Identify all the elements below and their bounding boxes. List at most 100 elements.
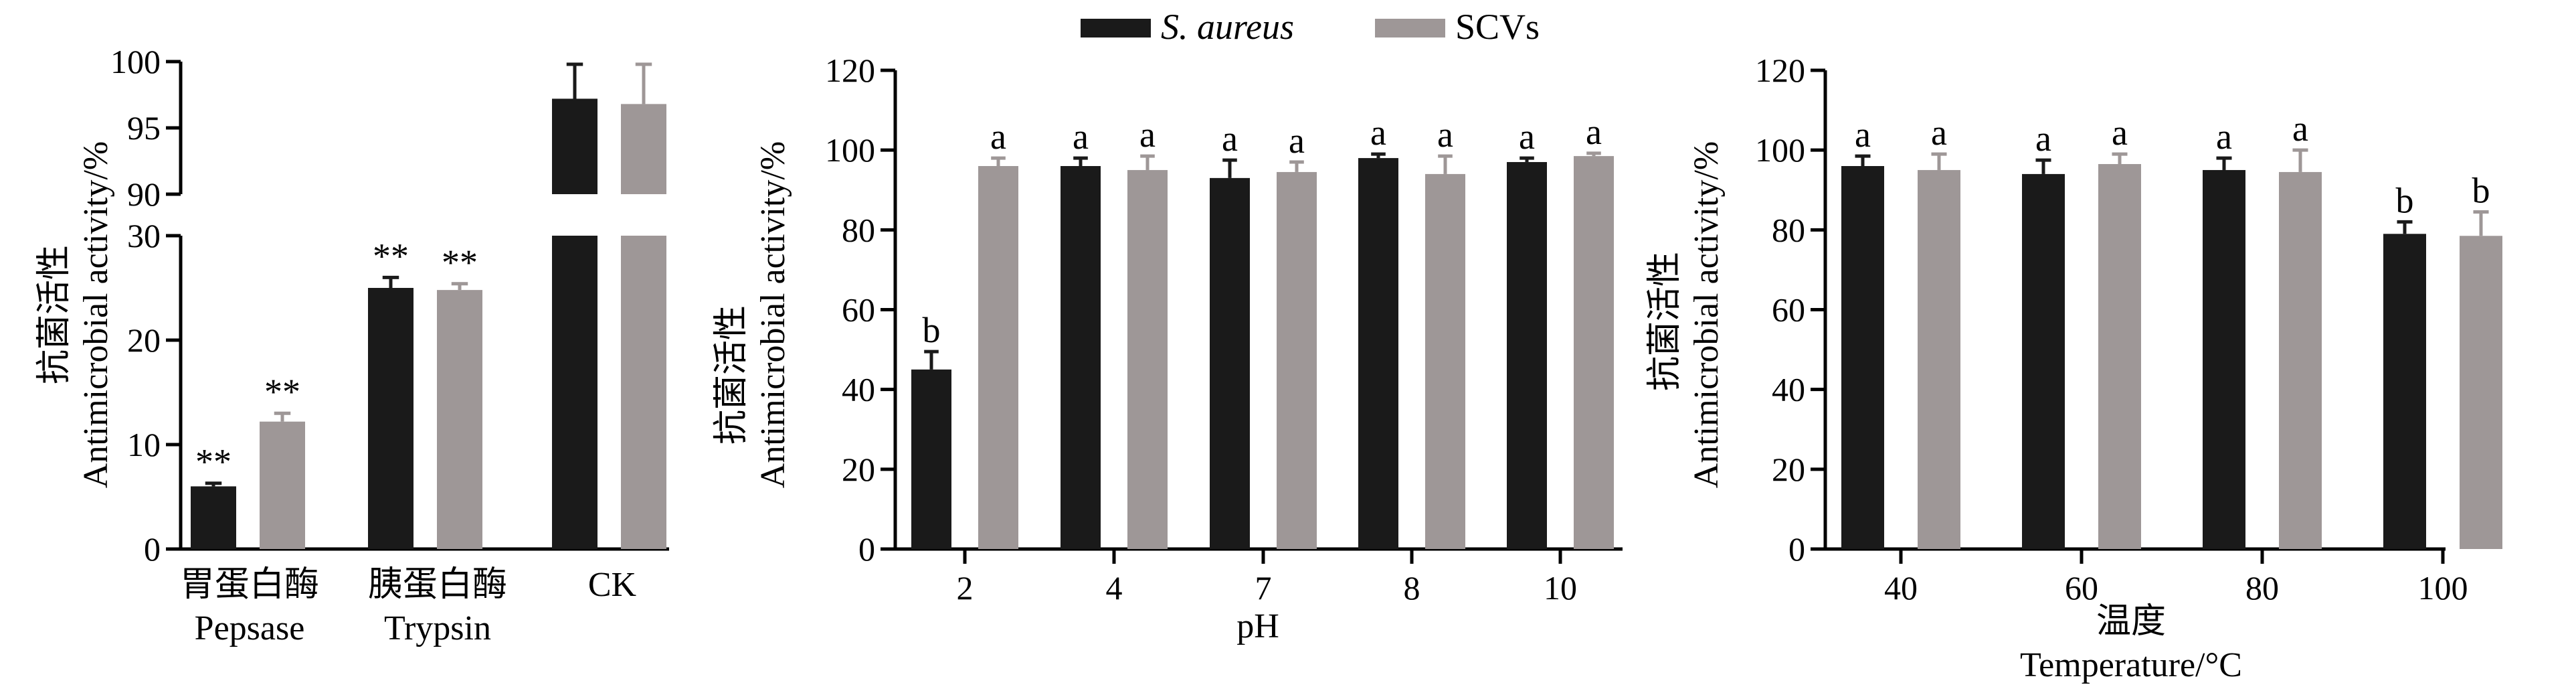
bar xyxy=(1277,171,1317,549)
bar xyxy=(1507,162,1547,549)
bar-group: a xyxy=(1358,112,1398,550)
bar-group: a xyxy=(2098,112,2141,550)
y-tick-label: 40 xyxy=(1772,371,1805,408)
y-tick-label: 0 xyxy=(144,530,161,568)
bar-group xyxy=(552,62,597,549)
y-tick-label: 20 xyxy=(127,321,161,359)
bar xyxy=(911,369,951,549)
y-tick-label: 0 xyxy=(1788,530,1805,568)
y-axis-label-en: Antimicrobial activity/% xyxy=(754,141,792,488)
y-axis-label-en: Antimicrobial activity/% xyxy=(1687,141,1726,488)
y-tick-label: 30 xyxy=(127,217,161,254)
bar-group xyxy=(621,62,666,549)
y-axis-label-cn: 抗菌活性 xyxy=(35,245,74,384)
x-tick-label: 8 xyxy=(1404,569,1420,607)
bar-group: b xyxy=(2383,180,2426,549)
significance-label: b xyxy=(2472,171,2490,211)
x-tick-label: 100 xyxy=(2418,569,2468,607)
bar-group: a xyxy=(1425,114,1465,550)
bar xyxy=(368,288,413,549)
bar xyxy=(1918,169,1960,550)
significance-label: a xyxy=(1289,121,1305,161)
bar xyxy=(2098,164,2141,550)
bar-group: a xyxy=(1841,114,1884,549)
bar-group: a xyxy=(1277,121,1317,549)
x-category-label-cn: CK xyxy=(588,566,637,604)
legend-swatch-s-aureus xyxy=(1081,19,1151,37)
significance-label: ** xyxy=(264,372,300,412)
legend-label-scvs: SCVs xyxy=(1455,7,1540,47)
y-tick-label: 80 xyxy=(842,211,875,248)
y-axis-label-en: Antimicrobial activity/% xyxy=(77,141,115,488)
y-tick-label: 20 xyxy=(842,451,875,488)
bar-group: ** xyxy=(260,372,305,549)
bar-group: a xyxy=(1507,117,1547,549)
significance-label: a xyxy=(2035,119,2051,159)
y-tick-label: 90 xyxy=(127,175,161,213)
x-category-label-en: Pepsase xyxy=(195,609,305,647)
significance-label: a xyxy=(1855,114,1871,155)
significance-label: a xyxy=(2216,117,2232,157)
y-tick-label: 120 xyxy=(825,52,875,89)
bar xyxy=(1127,169,1168,550)
y-tick-label: 10 xyxy=(127,426,161,463)
bar-group: ** xyxy=(191,442,236,549)
significance-label: ** xyxy=(373,236,409,276)
bar-group: a xyxy=(2279,108,2322,549)
x-tick-label: 40 xyxy=(1884,569,1918,607)
x-axis-label: pH xyxy=(1236,607,1279,645)
bar-group: a xyxy=(1210,119,1250,549)
bar xyxy=(260,421,305,549)
bar-group: b xyxy=(2460,171,2502,549)
x-tick-label: 7 xyxy=(1255,569,1272,607)
significance-label: a xyxy=(1586,112,1602,152)
y-tick-label: 60 xyxy=(1772,291,1805,329)
x-tick-label: 10 xyxy=(1544,569,1577,607)
significance-label: a xyxy=(2292,108,2308,149)
significance-label: ** xyxy=(442,242,478,283)
legend: S. aureus SCVs xyxy=(1081,7,1540,47)
y-axis-label: 抗菌活性 Antimicrobial activity/% xyxy=(1646,141,1726,488)
bar-group: a xyxy=(2203,117,2245,550)
bar xyxy=(2279,171,2322,549)
bar-group: a xyxy=(1127,114,1168,550)
y-tick-label: 100 xyxy=(1755,131,1805,169)
bar-group: a xyxy=(2022,119,2065,550)
significance-label: a xyxy=(1370,112,1386,153)
significance-label: a xyxy=(1073,117,1089,157)
y-tick-label: 100 xyxy=(110,43,161,80)
y-axis-label-cn: 抗菌活性 xyxy=(713,305,751,445)
bar-group: a xyxy=(978,117,1018,549)
bar-group: ** xyxy=(368,236,413,549)
y-tick-label: 0 xyxy=(858,530,875,568)
bar xyxy=(1425,173,1465,550)
significance-label: a xyxy=(1931,112,1947,153)
y-tick-label: 80 xyxy=(1772,211,1805,248)
x-axis-label-cn: 温度 xyxy=(2096,603,2166,641)
y-tick-label: 60 xyxy=(842,291,875,329)
y-tick-label: 40 xyxy=(842,371,875,408)
bar xyxy=(2460,236,2502,549)
legend-label-s-aureus: S. aureus xyxy=(1161,7,1294,47)
bar xyxy=(2383,234,2426,549)
significance-label: a xyxy=(1139,114,1156,155)
significance-label: a xyxy=(990,117,1006,157)
x-tick-label: 4 xyxy=(1106,569,1123,607)
chart-panel-enzyme: 抗菌活性 Antimicrobial activity/% 0 10 20 30 90 9… xyxy=(35,43,669,647)
bar xyxy=(2203,169,2245,550)
bar xyxy=(978,166,1018,549)
x-category-label-cn: 胃蛋白酶 xyxy=(180,566,319,604)
bar xyxy=(437,290,482,549)
legend-swatch-scvs xyxy=(1375,19,1445,37)
bar-group: ** xyxy=(437,242,482,549)
y-tick-label: 20 xyxy=(1772,451,1805,488)
bar xyxy=(1358,158,1398,550)
bar xyxy=(1061,166,1101,549)
significance-label: ** xyxy=(195,442,232,482)
bar xyxy=(552,98,597,194)
x-axis-label-en: Temperature/°C xyxy=(2020,646,2242,684)
y-axis-label: 抗菌活性 Antimicrobial activity/% xyxy=(713,141,792,488)
significance-label: a xyxy=(1222,119,1238,159)
significance-label: a xyxy=(2112,112,2128,153)
